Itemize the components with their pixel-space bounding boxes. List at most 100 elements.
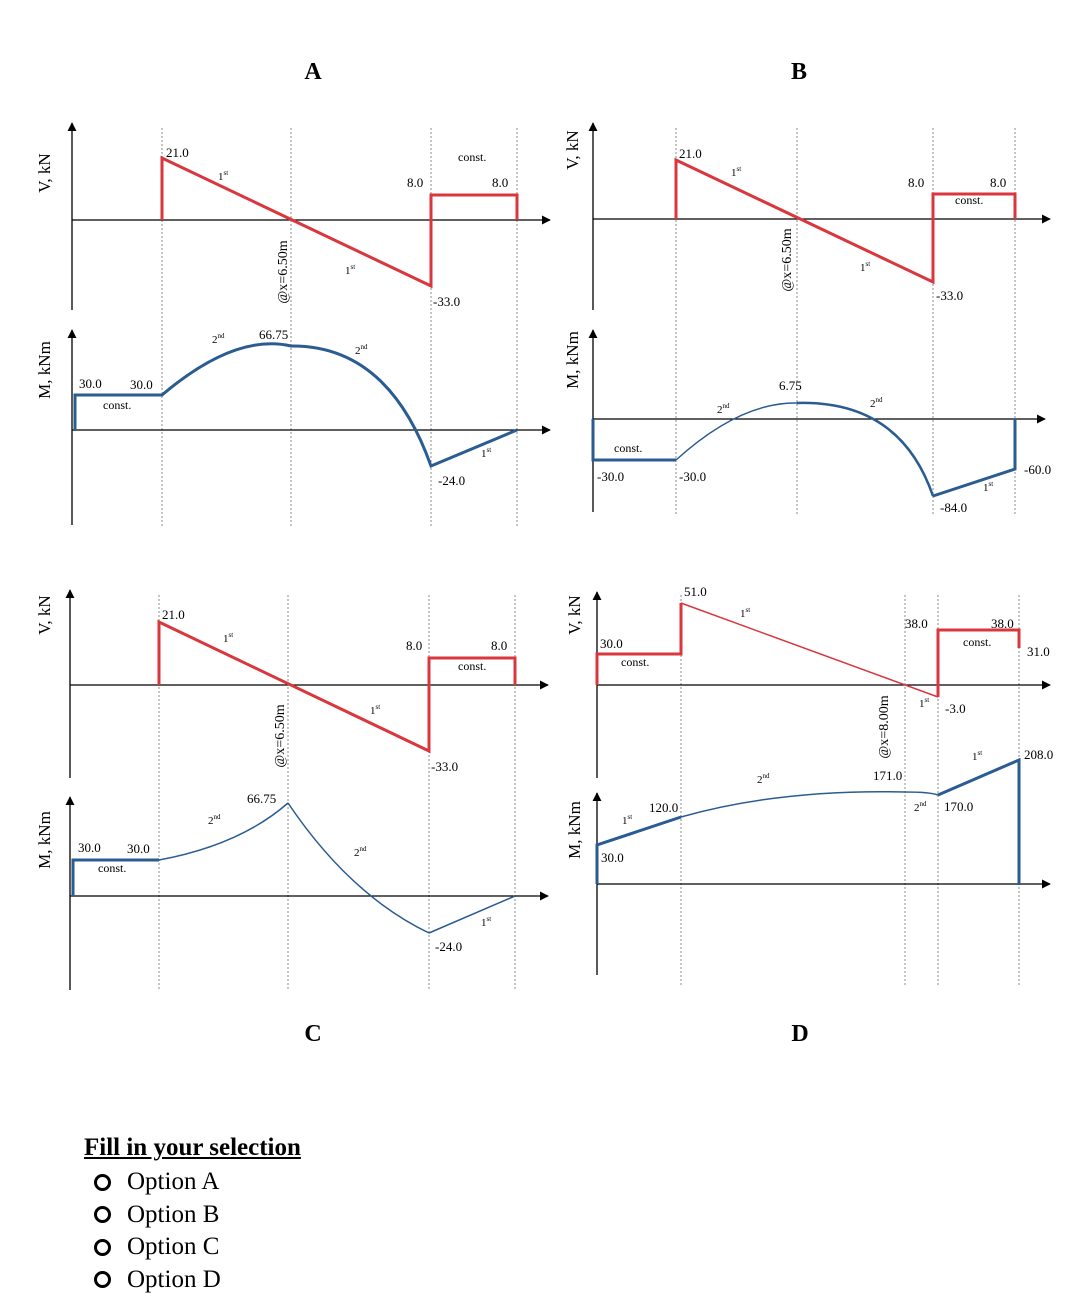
option-a-guides (161, 128, 518, 528)
option-b-label: Option B (127, 1200, 220, 1228)
option-d-v-deg1: 1st (740, 606, 750, 620)
option-a-shear-curve (160, 155, 519, 289)
option-b-shear-axis-label: V, kN (563, 130, 582, 169)
option-a-title: A (304, 59, 322, 85)
option-c-m-30a: 30.0 (78, 840, 101, 855)
option-a-m-30a: 30.0 (79, 376, 102, 391)
radio-button-d[interactable] (94, 1271, 111, 1289)
option-d-m-deg-c: 2nd (914, 800, 927, 814)
option-b-title: B (791, 59, 807, 85)
option-b-v-deg1: 1st (731, 165, 741, 179)
option-a-v-neg33: -33.0 (433, 294, 460, 309)
option-d-v-deg2: 1st (919, 696, 929, 710)
option-d-shear-x-location: @x=8.00m (877, 695, 892, 758)
option-c-m-const: const. (98, 861, 126, 875)
option-d-guides (680, 595, 1020, 985)
option-b-diagrams: B V, kN 21.0 1st 1st 8.0 8.0 const. -33.… (563, 59, 1051, 515)
option-d-m-120: 120.0 (649, 800, 678, 815)
option-a-v-deg2: 1st (345, 263, 355, 277)
option-c-m-deg-a: 2nd (208, 813, 221, 827)
selection-panel: Fill in your selection Option A Option B… (84, 1132, 301, 1296)
option-b-moment-curve (591, 401, 1017, 498)
option-d-m-deg-a: 1st (622, 813, 632, 827)
selection-title: Fill in your selection (84, 1134, 301, 1161)
option-b-m-end: -60.0 (1024, 462, 1051, 477)
option-c-m-deg-b: 2nd (354, 845, 367, 859)
option-a-radio-row[interactable]: Option A (84, 1166, 301, 1199)
option-d-shear-curve (595, 602, 1021, 698)
option-b-v-deg2: 1st (860, 260, 870, 274)
option-d-v-38b: 38.0 (991, 616, 1014, 631)
option-a-v-21: 21.0 (166, 145, 189, 160)
option-c-v-8a: 8.0 (406, 638, 422, 653)
option-d-v-31: 31.0 (1027, 644, 1050, 659)
option-a-v-const: const. (458, 150, 486, 164)
option-b-m-neg30a: -30.0 (597, 469, 624, 484)
option-a-v-8a: 8.0 (407, 175, 423, 190)
option-d-m-deg-b: 2nd (757, 772, 770, 786)
option-a-m-deg-a: 2nd (212, 332, 225, 346)
option-a-m-deg-c: 1st (481, 446, 491, 460)
option-b-v-neg33: -33.0 (936, 288, 963, 303)
option-b-m-deg-c: 1st (983, 480, 993, 494)
option-a-m-const: const. (103, 398, 131, 412)
option-a-shear-axis-label: V, kN (35, 153, 54, 192)
option-d-moment-curve (595, 757, 1021, 884)
option-a-v-deg1: 1st (218, 169, 228, 183)
option-b-m-const: const. (614, 441, 642, 455)
option-d-radio-row[interactable]: Option D (84, 1264, 301, 1297)
option-c-radio-row[interactable]: Option C (84, 1231, 301, 1264)
option-b-v-8b: 8.0 (990, 175, 1006, 190)
option-b-guides (675, 128, 1016, 515)
option-d-title: D (791, 1021, 808, 1047)
option-d-m-30: 30.0 (601, 850, 624, 865)
option-d-m-deg-d: 1st (972, 749, 982, 763)
radio-button-b[interactable] (94, 1206, 111, 1224)
option-d-v-const: const. (621, 655, 649, 669)
option-b-m-min: -84.0 (940, 500, 967, 515)
option-c-v-8b: 8.0 (491, 638, 507, 653)
option-c-guides (158, 595, 516, 990)
option-c-v-deg1: 1st (223, 631, 233, 645)
option-b-v-const: const. (955, 193, 983, 207)
option-d-v-neg3: -3.0 (945, 701, 966, 716)
diagrams-canvas: A V, kN 21.0 1st 1st 8.0 8.0 const. -33.… (35, 59, 1053, 1047)
option-c-v-neg33: -33.0 (431, 759, 458, 774)
option-a-moment-curve (73, 342, 518, 468)
option-b-radio-row[interactable]: Option B (84, 1199, 301, 1232)
option-d-moment-axis-label: M, kNm (565, 801, 584, 859)
option-d-m-208: 208.0 (1024, 747, 1053, 762)
radio-button-a[interactable] (94, 1173, 111, 1191)
radio-button-c[interactable] (94, 1238, 111, 1256)
option-d-diagrams: V, kN 30.0 const. 51.0 1st 38.0 38.0 con… (565, 584, 1053, 1047)
option-c-diagrams: V, kN 21.0 1st 1st 8.0 8.0 const. -33.0 … (35, 589, 549, 1047)
option-c-v-deg2: 1st (370, 703, 380, 717)
option-a-label: Option A (127, 1168, 220, 1196)
option-d-label: Option D (127, 1265, 221, 1293)
option-c-v-const: const. (458, 659, 486, 673)
option-d-v-30: 30.0 (600, 636, 623, 651)
option-d-shear-axis-label: V, kN (565, 595, 584, 634)
option-b-m-max: 6.75 (779, 378, 802, 393)
option-c-m-deg-c: 1st (481, 915, 491, 929)
option-c-shear-curve (157, 619, 517, 754)
option-b-v-21: 21.0 (679, 146, 702, 161)
option-c-m-min: -24.0 (435, 939, 462, 954)
option-b-shear-x-location: @x=6.50m (780, 228, 795, 291)
option-a-moment-axis-label: M, kNm (35, 341, 54, 399)
option-a-diagrams: A V, kN 21.0 1st 1st 8.0 8.0 const. -33.… (35, 59, 551, 528)
option-c-label: Option C (127, 1233, 220, 1261)
option-d-m-171: 171.0 (873, 768, 902, 783)
option-a-m-max: 66.75 (259, 327, 288, 342)
option-b-moment-axis-label: M, kNm (563, 331, 582, 389)
option-c-shear-x-location: @x=6.50m (273, 704, 288, 767)
option-c-moment-axis-label: M, kNm (35, 811, 54, 869)
option-d-m-170: 170.0 (944, 799, 973, 814)
option-d-v-51: 51.0 (684, 584, 707, 599)
option-d-v-38a: 38.0 (905, 616, 928, 631)
option-c-m-max: 66.75 (247, 791, 276, 806)
option-c-v-21: 21.0 (162, 607, 185, 622)
option-b-v-8a: 8.0 (908, 175, 924, 190)
option-b-shear-curve (674, 157, 1017, 285)
option-d-v-const2: const. (963, 635, 991, 649)
